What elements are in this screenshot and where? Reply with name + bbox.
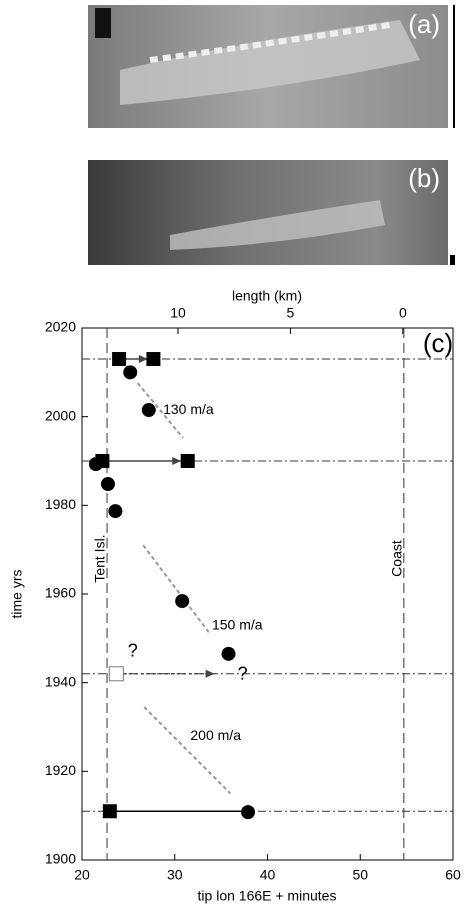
point (108, 504, 123, 519)
x-tick-label: 40 (260, 867, 276, 883)
x2-axis-title: length (km) (232, 288, 302, 304)
y-tick-label: 2000 (45, 407, 76, 423)
panel-label: (b) (408, 163, 440, 193)
trend-line (136, 382, 184, 439)
point (241, 805, 256, 820)
y-tick-label: 1940 (45, 673, 76, 689)
annotation: ? (238, 664, 248, 684)
point (146, 352, 161, 367)
x-axis-title: tip lon 166E + minutes (198, 888, 337, 904)
arrow-head (172, 457, 182, 465)
point (123, 365, 138, 380)
reference-label: Coast (389, 540, 405, 577)
arrow-head (205, 669, 215, 678)
x2-tick-label: 0 (399, 305, 407, 321)
reference-label: Tent Isl. (92, 534, 108, 582)
plot-frame (81, 327, 454, 861)
x-tick-label: 50 (352, 867, 368, 883)
x-tick-label: 60 (445, 867, 461, 883)
y-axis-title: time yrs (9, 570, 25, 619)
y-tick-label: 1900 (45, 851, 76, 867)
panel-label: (c) (423, 328, 453, 358)
image-a: (a) (88, 5, 455, 128)
point (112, 352, 127, 367)
trend-line (142, 544, 211, 635)
x2-tick-label: 10 (170, 305, 186, 321)
x-tick-label: 30 (167, 867, 183, 883)
point (100, 477, 115, 492)
trend-label: 200 m/a (190, 727, 241, 743)
point (102, 804, 117, 819)
trend-label: 130 m/a (163, 401, 214, 417)
y-tick-label: 2020 (45, 319, 76, 335)
point (180, 454, 195, 468)
annotation: ? (128, 641, 138, 661)
y-tick-label: 1920 (45, 762, 76, 778)
y-tick-label: 1980 (45, 496, 76, 512)
y-tick-label: 1960 (45, 585, 76, 601)
point (108, 666, 124, 682)
trend-label: 150 m/a (212, 617, 263, 633)
arrow-head (138, 355, 148, 364)
x-tick-label: 20 (74, 867, 90, 883)
trend-line (143, 706, 232, 795)
point (141, 403, 156, 418)
x2-tick-label: 5 (287, 305, 295, 321)
image-b: (b) (88, 160, 455, 265)
point (88, 457, 103, 472)
point (175, 594, 190, 609)
point (221, 646, 236, 661)
panel-label: (a) (408, 9, 440, 39)
